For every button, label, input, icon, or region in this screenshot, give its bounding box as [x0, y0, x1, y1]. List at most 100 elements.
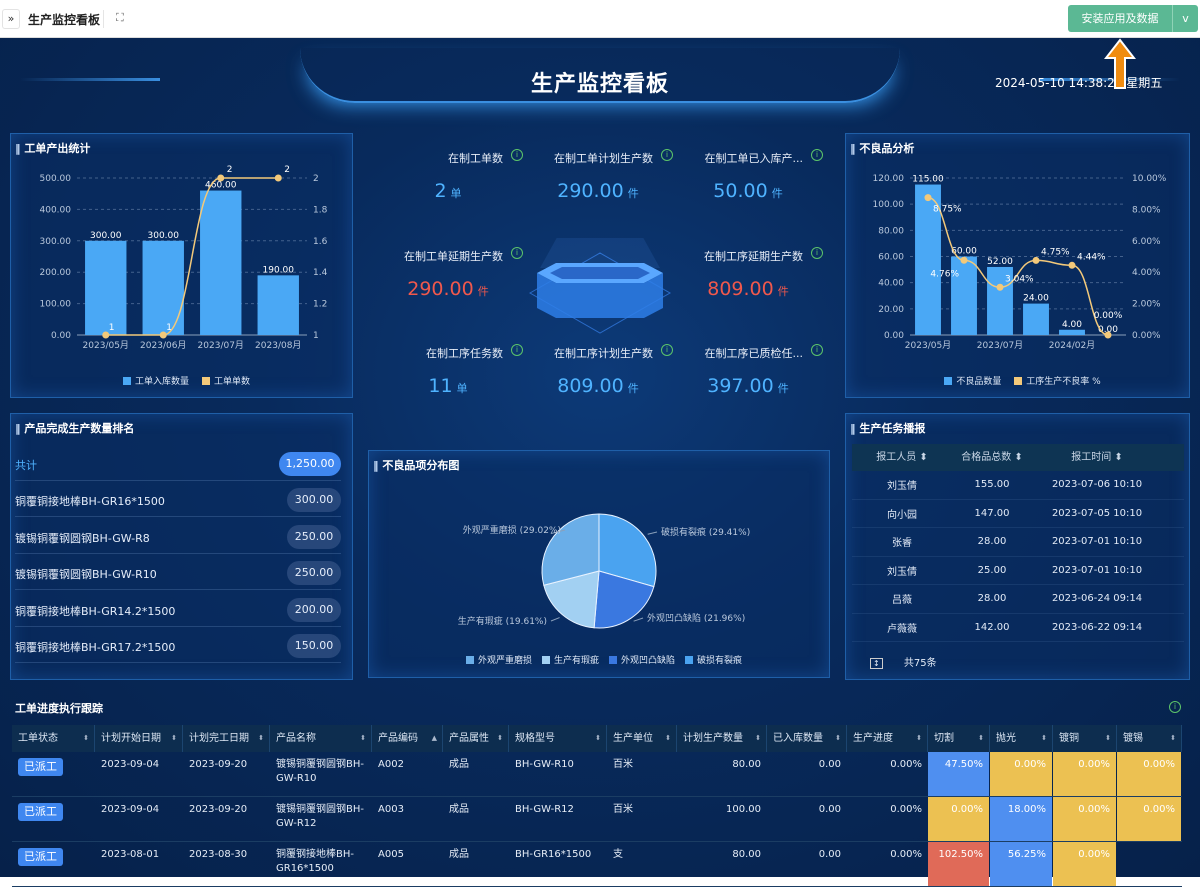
table-cell: 刘玉倩	[887, 481, 917, 493]
cell-plan: 80.00	[732, 849, 761, 860]
sort-icon[interactable]: ⬍	[83, 734, 89, 742]
legend-swatch	[609, 656, 617, 664]
info-icon[interactable]: i	[661, 149, 673, 161]
kpi-number: 50.00	[713, 180, 768, 202]
y-tick-label: 40.00	[878, 279, 904, 289]
line-value-label: 3.04%	[1005, 274, 1034, 284]
page-size-icon[interactable]: ↕	[870, 658, 883, 669]
sort-icon[interactable]: ⬍	[1105, 734, 1111, 742]
column-header[interactable]: 生产单位 ⬍	[607, 725, 677, 752]
column-header[interactable]: 产品名称 ⬍	[270, 725, 372, 752]
sort-icon[interactable]: ⬍	[497, 734, 503, 742]
product-name: 镀锡铜覆钢圆钢BH-GW-R8	[15, 531, 150, 545]
cell-unit: 百米	[613, 759, 633, 770]
sort-icon[interactable]: ⬍	[835, 734, 841, 742]
table-cell: 28.00	[977, 593, 1007, 605]
product-name: 铜覆铜接地棒BH-GR14.2*1500	[15, 604, 176, 618]
column-header[interactable]: 生产进度 ⬍	[847, 725, 928, 752]
sort-icon[interactable]: ⬍	[755, 734, 761, 742]
sort-icon[interactable]: ⬍	[258, 734, 264, 742]
chevron-down-icon[interactable]: v	[1172, 5, 1198, 32]
product-count: 250.00	[287, 561, 341, 585]
column-header[interactable]: 计划生产数量 ⬍	[677, 725, 767, 752]
column-header[interactable]: 工单状态 ⬍	[12, 725, 95, 752]
info-icon[interactable]: i	[661, 344, 673, 356]
top-bar: » 生产监控看板 ⛶ 安装应用及数据 v	[0, 0, 1200, 38]
legend-swatch	[541, 656, 550, 664]
kpi-value: 290.00 件	[383, 278, 513, 300]
sort-icon[interactable]: ⬍	[916, 734, 922, 742]
sort-icon[interactable]: ⬍	[978, 734, 984, 742]
panel-title: 生产任务播报	[850, 420, 925, 436]
sort-icon[interactable]: ⬍	[1041, 734, 1047, 742]
install-app-label[interactable]: 安装应用及数据	[1081, 12, 1159, 25]
expand-sidebar-icon[interactable]: »	[2, 9, 20, 29]
cell-status[interactable]: 已派工	[12, 797, 95, 841]
sort-icon[interactable]: ⬍	[1170, 734, 1176, 742]
sort-icon[interactable]: ⬍	[665, 734, 671, 742]
column-header-label: 生产单位	[613, 733, 653, 744]
y-tick-label: 300.00	[40, 237, 72, 247]
y2-tick-label: 4.00%	[1132, 268, 1161, 278]
kpi-unit: 件	[477, 285, 489, 298]
info-icon[interactable]: i	[511, 149, 523, 161]
column-header[interactable]: 镀锡 ⬍	[1117, 725, 1182, 752]
line-point	[1068, 261, 1076, 269]
column-header-label: 报工人员	[876, 452, 917, 463]
divider	[103, 10, 104, 28]
cell-status[interactable]: 已派工	[12, 842, 95, 886]
info-icon[interactable]: i	[1169, 701, 1181, 713]
sort-icon[interactable]: ⬍	[595, 734, 601, 742]
cell-status[interactable]: 已派工	[12, 752, 95, 796]
info-icon[interactable]: i	[811, 149, 823, 161]
cell-name: 铜覆钢接地棒BH-GR16*1500	[276, 849, 354, 874]
column-header[interactable]: 计划开始日期 ⬍	[95, 725, 183, 752]
line-value-label: 1	[166, 323, 172, 333]
bar-value-label: 4.00	[1062, 320, 1082, 330]
column-header[interactable]: 切割 ⬍	[928, 725, 990, 752]
pagination: ↕ 共75条	[870, 654, 937, 669]
y-tick-label: 100.00	[873, 200, 905, 210]
section-title: 工单进度执行跟踪	[15, 702, 103, 715]
install-app-button[interactable]: 安装应用及数据 v	[1068, 5, 1198, 32]
column-header[interactable]: 抛光 ⬍	[990, 725, 1053, 752]
kpi-number: 397.00	[707, 375, 774, 397]
line-series	[927, 196, 1109, 336]
cell-attr: 成品	[449, 849, 469, 860]
line-point	[996, 283, 1004, 291]
cell-code: A003	[378, 804, 404, 815]
table-cell: 2023-07-06 10:10	[1051, 479, 1143, 491]
table-row: 刘玉倩 155.00 2023-07-06 10:10	[852, 471, 1184, 500]
info-icon[interactable]: i	[511, 247, 523, 259]
info-icon[interactable]: i	[511, 344, 523, 356]
y-tick-label: 400.00	[40, 205, 72, 215]
column-header[interactable]: 已入库数量 ⬍	[767, 725, 847, 752]
column-header[interactable]: 合格品总数 ⬍	[961, 452, 1023, 463]
column-header[interactable]: 报工时间 ⬍	[1071, 452, 1123, 463]
column-header[interactable]: 报工人员 ⬍	[876, 452, 928, 463]
column-header[interactable]: 产品属性 ⬍	[443, 725, 509, 752]
column-header[interactable]: 产品编码 ▲	[372, 725, 443, 752]
sort-icon[interactable]: ▲	[431, 734, 437, 742]
cell-attr: 成品	[449, 804, 469, 815]
pie-slice	[598, 513, 657, 588]
sort-icon[interactable]: ⬍	[360, 734, 366, 742]
info-icon[interactable]: i	[811, 247, 823, 259]
column-header[interactable]: 镀铜 ⬍	[1053, 725, 1117, 752]
column-header[interactable]: 计划完工日期 ⬍	[183, 725, 270, 752]
x-tick-label: 2023/07月	[198, 340, 244, 351]
sort-icon[interactable]: ⬍	[171, 734, 177, 742]
status-badge[interactable]: 已派工	[18, 848, 63, 866]
table-cell: 张睿	[892, 538, 912, 550]
info-icon[interactable]: i	[811, 344, 823, 356]
cell-end: 2023-09-20	[189, 759, 248, 770]
column-header[interactable]: 规格型号 ⬍	[509, 725, 607, 752]
column-header-label: 计划生产数量	[683, 733, 743, 744]
legend-label: 生产有瑕疵	[553, 656, 599, 666]
status-badge[interactable]: 已派工	[18, 758, 63, 776]
fullscreen-icon[interactable]: ⛶	[116, 11, 124, 24]
pie-slice	[541, 513, 600, 586]
column-header-label: 切割	[934, 733, 954, 744]
status-badge[interactable]: 已派工	[18, 803, 63, 821]
